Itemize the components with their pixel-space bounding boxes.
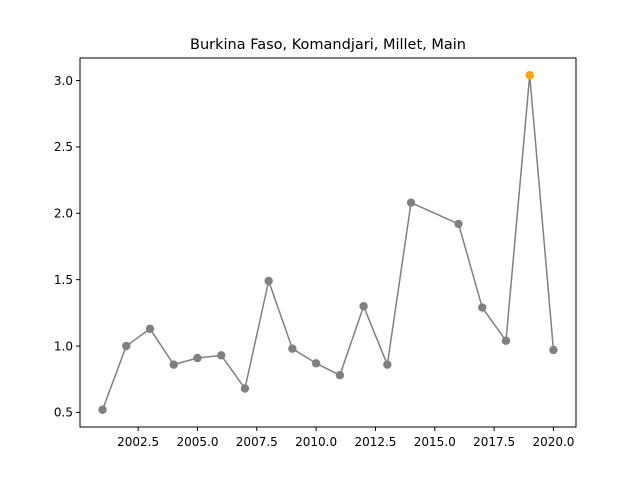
data-point [98, 405, 107, 414]
y-tick-label: 1.5 [54, 273, 73, 287]
data-point [359, 302, 368, 311]
x-tick-label: 2017.5 [473, 435, 515, 449]
data-point [145, 324, 155, 333]
data-point [264, 276, 273, 286]
data-point [193, 353, 202, 363]
data-point [549, 345, 558, 355]
y-tick-label: 2.5 [54, 140, 73, 154]
data-point [217, 351, 226, 360]
x-tick-label: 2012.5 [354, 435, 396, 449]
y-tick-label: 0.5 [54, 406, 73, 420]
x-tick-label: 2015.0 [414, 435, 456, 449]
plot-frame [79, 57, 577, 428]
chart-title: Burkina Faso, Komandjari, Millet, Main [190, 37, 466, 53]
data-point [288, 344, 297, 353]
data-point [169, 360, 178, 369]
data-point [240, 384, 250, 393]
data-point [501, 336, 511, 345]
plot-area [79, 57, 577, 428]
y-tick-label: 2.0 [54, 207, 73, 221]
data-point [406, 198, 416, 207]
data-point [311, 359, 321, 368]
data-point [335, 371, 345, 380]
highlight-point [525, 71, 534, 80]
series-line [101, 74, 555, 411]
x-tick-label: 2002.5 [117, 435, 159, 449]
y-axis: 0.5 1.0 1.5 2.0 2.5 3.0 [54, 74, 80, 420]
data-point [478, 303, 487, 312]
y-tick-label: 1.0 [54, 339, 73, 353]
x-tick-label: 2005.0 [176, 435, 218, 449]
x-tick-label: 2007.5 [236, 435, 278, 449]
data-point [454, 219, 463, 229]
data-point [122, 341, 131, 351]
data-point [383, 360, 392, 369]
x-tick-label: 2010.0 [295, 435, 337, 449]
x-tick-label: 2020.0 [532, 435, 574, 449]
y-tick-label: 3.0 [54, 74, 73, 88]
x-axis: 2002.5 2005.0 2007.5 2010.0 2012.5 2015.0 2017… [117, 427, 574, 449]
